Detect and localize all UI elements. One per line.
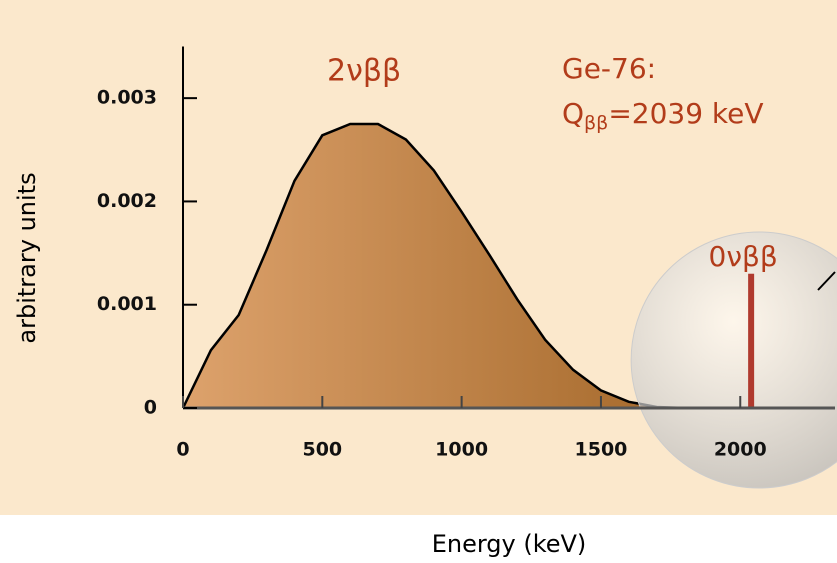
x-tick-label: 1500 <box>575 439 628 461</box>
y-tick-label: 0 <box>144 397 157 419</box>
x-tick-label: 500 <box>302 439 342 461</box>
y-tick-label: 0.002 <box>97 190 157 212</box>
series-label: 2νββ <box>327 54 401 89</box>
magnifier-lens <box>630 231 837 489</box>
annotation: Qββ=2039 keV <box>562 97 764 134</box>
annotation: Q <box>562 97 584 130</box>
line <box>181 122 685 410</box>
x-tick-label: 0 <box>176 439 189 461</box>
series-label: 0νββ <box>709 240 778 273</box>
x-tick-label: 1000 <box>435 439 488 461</box>
annotation: =2039 keV <box>608 97 763 130</box>
annotation: Ge-76: <box>562 52 656 85</box>
peak <box>748 273 755 408</box>
y-axis-title: arbitrary units <box>13 172 41 343</box>
x-tick-label: 2000 <box>714 439 767 461</box>
annotation: ββ <box>584 112 608 134</box>
pointer-arrow <box>817 271 836 291</box>
y-tick-label: 0.001 <box>97 293 157 315</box>
x-axis-title: Energy (keV) <box>432 530 587 558</box>
y-tick-label: 0.003 <box>97 87 157 109</box>
area <box>183 124 685 408</box>
